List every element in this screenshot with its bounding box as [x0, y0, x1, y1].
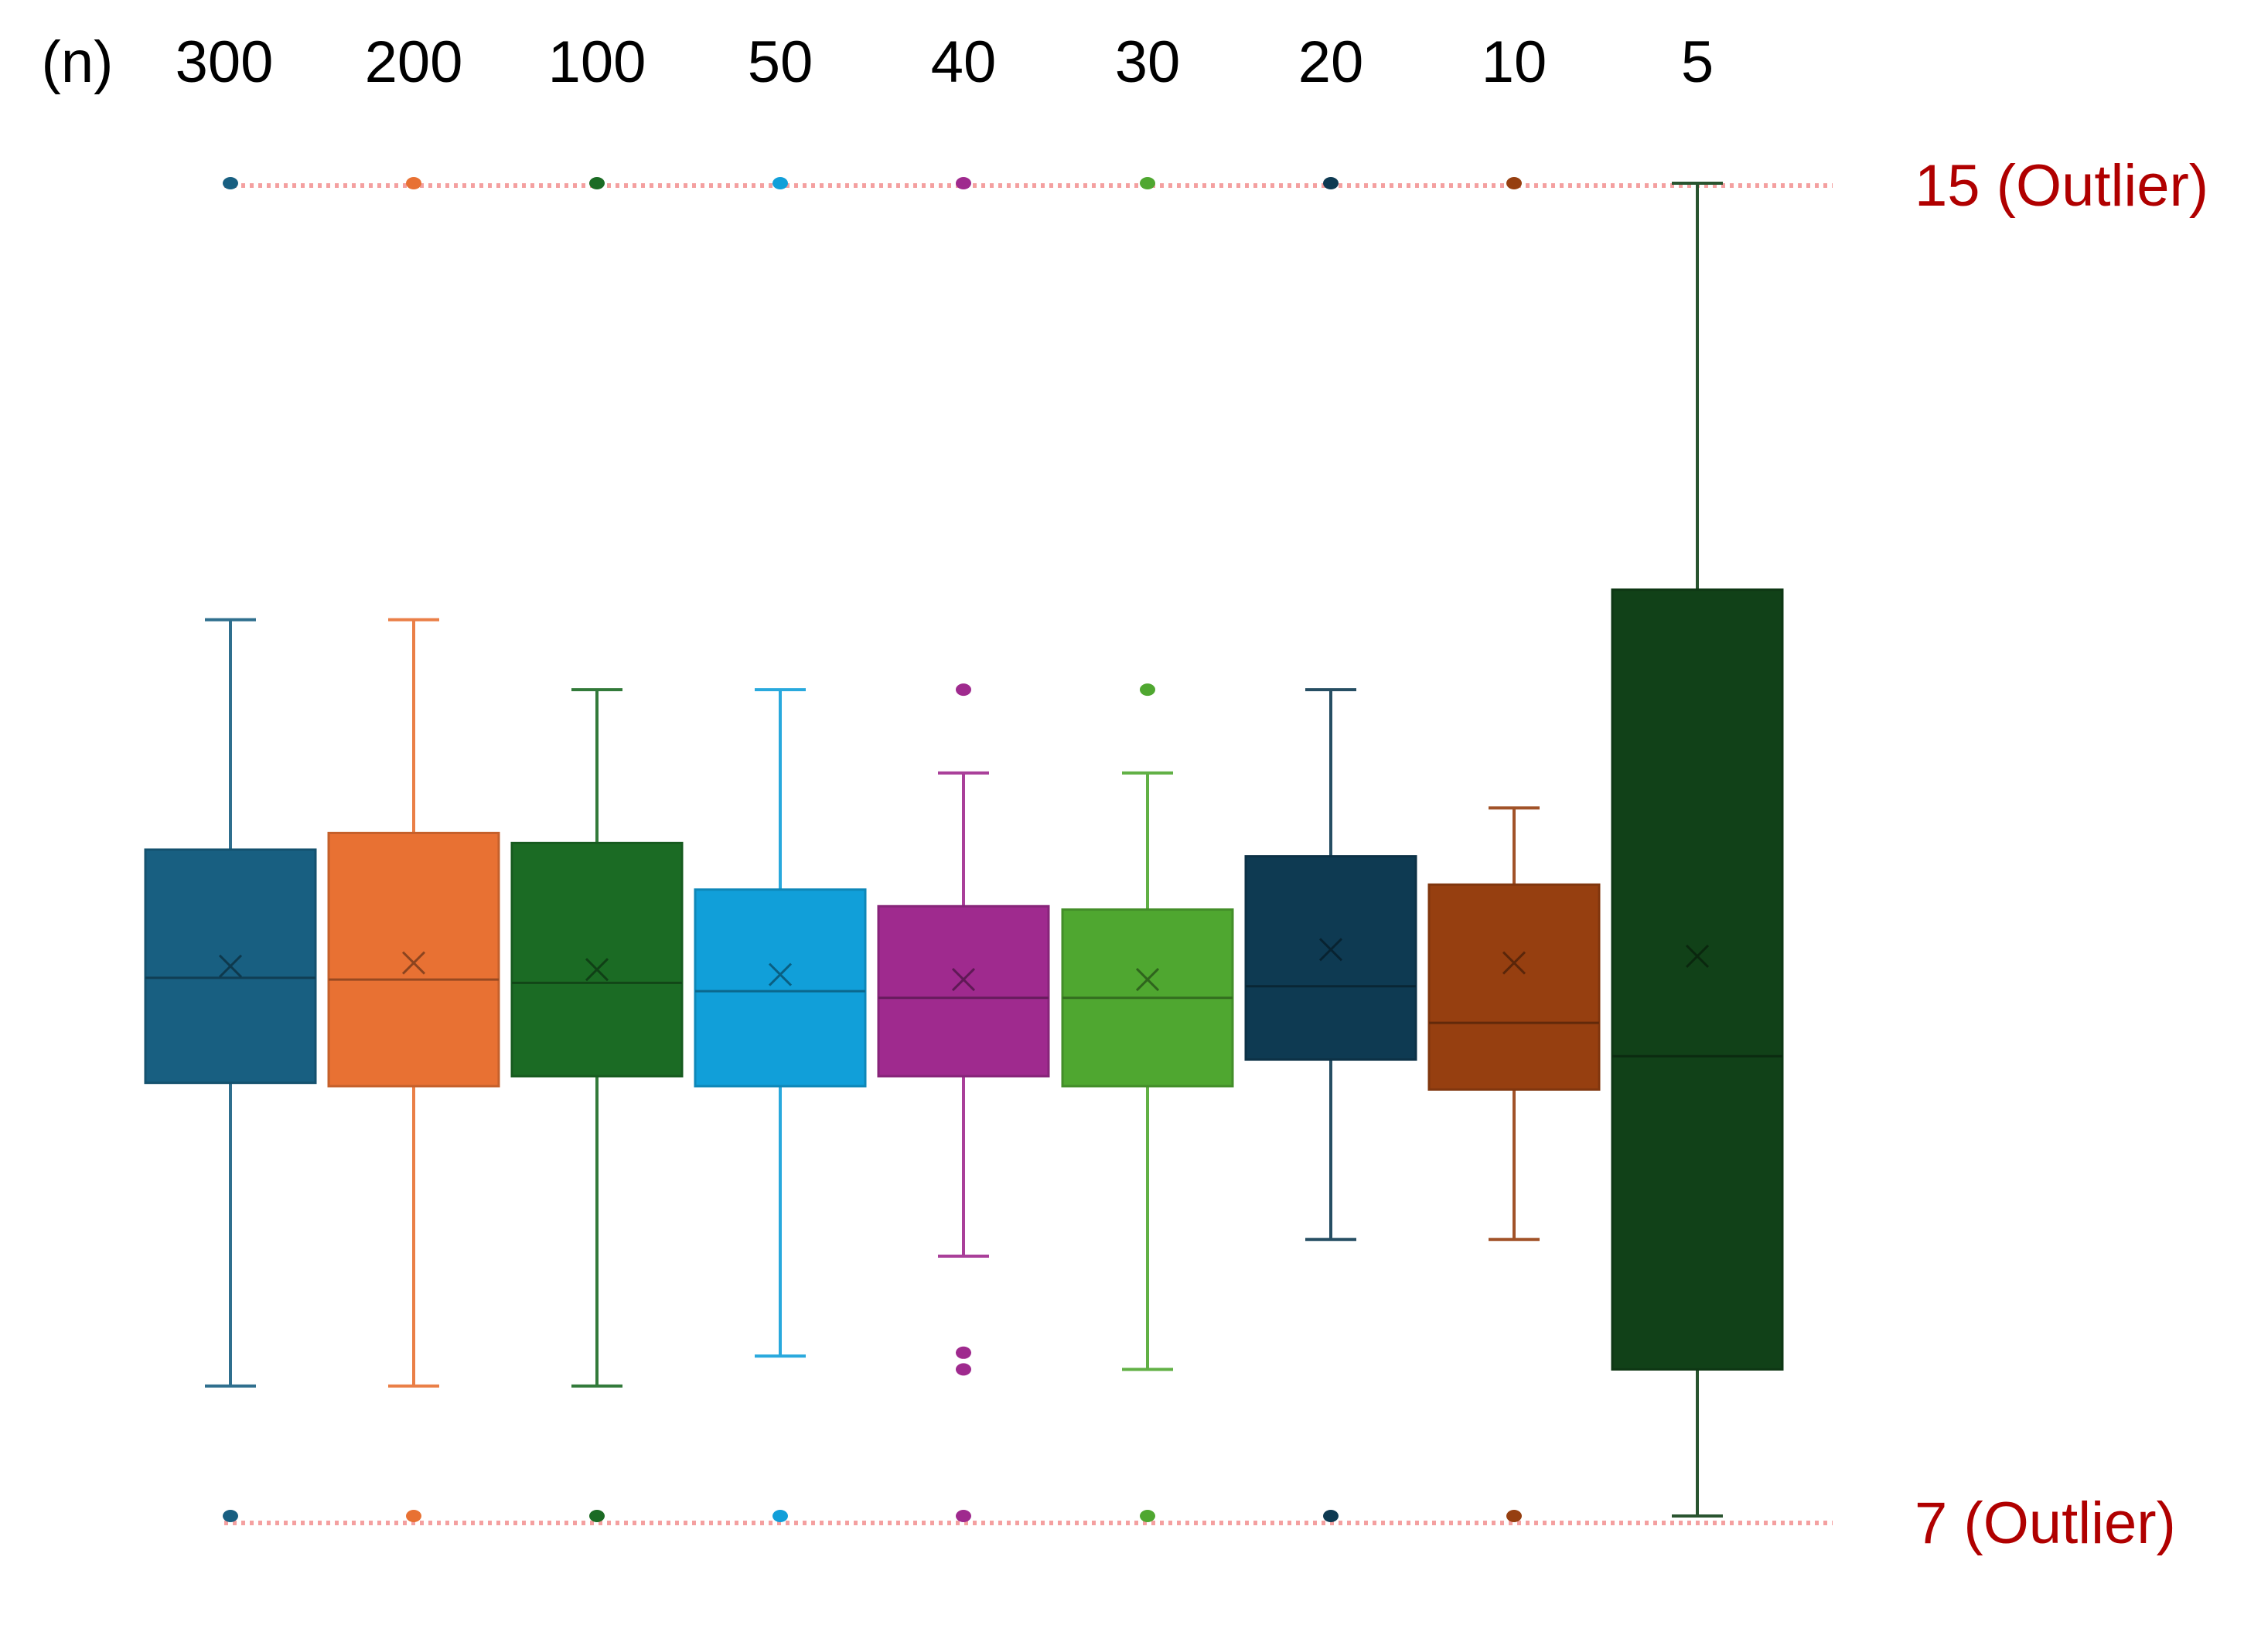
box-iqr — [877, 904, 1050, 1078]
mean-marker — [951, 968, 976, 992]
mean-marker — [401, 951, 426, 975]
box-series-5 — [1611, 182, 1784, 1518]
box-series-50 — [694, 177, 867, 1522]
mean-marker — [768, 962, 793, 986]
box-series-200 — [327, 177, 500, 1522]
category-label-100: 100 — [548, 29, 646, 95]
category-label-30: 30 — [1115, 29, 1181, 95]
outlier-point — [772, 177, 788, 189]
outlier-point — [1506, 1510, 1522, 1522]
mean-marker — [1685, 944, 1710, 968]
outlier-point — [1323, 177, 1339, 189]
box-series-10 — [1427, 177, 1601, 1522]
mean-marker — [1318, 938, 1343, 962]
category-label-5: 5 — [1681, 29, 1714, 95]
outlier-point — [956, 177, 971, 189]
labels: (n) 15 (Outlier) 7 (Outlier) 300 200 100 50 40… — [42, 29, 2209, 1556]
category-label-10: 10 — [1482, 29, 1547, 95]
outlier-point — [589, 1510, 605, 1522]
category-label-40: 40 — [931, 29, 997, 95]
outlier-point — [956, 1363, 971, 1376]
box-iqr — [1611, 588, 1784, 1371]
mean-marker — [585, 958, 609, 982]
outlier-point — [1140, 683, 1155, 697]
reference-label-15: 15 (Outlier) — [1915, 153, 2208, 219]
category-label-50: 50 — [748, 29, 813, 95]
category-label-20: 20 — [1298, 29, 1364, 95]
outlier-point — [1323, 1510, 1339, 1522]
outlier-point — [223, 1510, 238, 1522]
box-series-300 — [144, 177, 317, 1522]
box-iqr — [510, 841, 684, 1078]
outlier-point — [956, 1510, 971, 1522]
outlier-point — [1140, 1510, 1155, 1522]
x-axis-title: (n) — [42, 29, 114, 95]
mean-marker — [1135, 968, 1160, 992]
outlier-point — [406, 1510, 421, 1522]
outlier-point — [1506, 177, 1522, 189]
box-series-30 — [1061, 177, 1234, 1522]
outlier-point — [1140, 177, 1155, 189]
outlier-point — [589, 177, 605, 189]
reference-label-7: 7 (Outlier) — [1915, 1490, 2176, 1556]
mean-marker — [1502, 951, 1526, 975]
box-iqr — [1244, 855, 1417, 1061]
outlier-point — [956, 683, 971, 697]
box-iqr — [694, 888, 867, 1088]
outlier-point — [223, 177, 238, 189]
category-label-200: 200 — [365, 29, 463, 95]
outlier-point — [406, 177, 421, 189]
box-series-40 — [877, 177, 1050, 1522]
box-plots — [144, 177, 1784, 1522]
box-series-20 — [1244, 177, 1417, 1522]
box-iqr — [327, 831, 500, 1088]
category-label-300: 300 — [176, 29, 274, 95]
outlier-point — [772, 1510, 788, 1522]
box-series-100 — [510, 177, 684, 1522]
box-iqr — [1427, 883, 1601, 1091]
mean-marker — [218, 954, 243, 978]
outlier-point — [956, 1346, 971, 1359]
